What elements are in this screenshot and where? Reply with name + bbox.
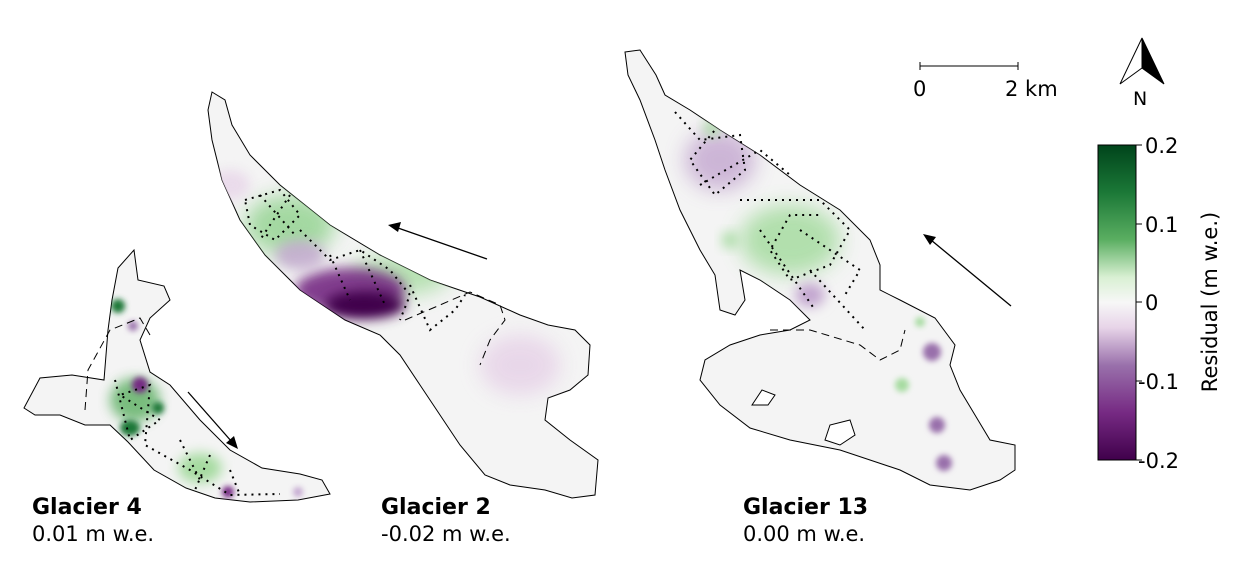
flow-arrow-glacier-4 — [187, 391, 238, 449]
glacier-13-map — [624, 49, 1016, 491]
colorbar: 0.2 0.1 0 -0.1 -0.2 Residual (m w.e.) — [1097, 134, 1222, 473]
colorbar-tick-label: -0.2 — [1138, 449, 1179, 473]
flow-arrow-glacier-2 — [388, 222, 488, 260]
colorbar-tick-label: 0 — [1145, 291, 1158, 315]
colorbar-tick-label: 0.1 — [1145, 213, 1178, 237]
glacier-4-value: 0.01 m w.e. — [32, 522, 155, 546]
colorbar-gradient — [1097, 144, 1137, 461]
glacier-13-label: Glacier 13 0.00 m w.e. — [743, 495, 868, 547]
glacier-4-name: Glacier 4 — [32, 495, 142, 520]
colorbar-tick-label: 0.2 — [1145, 134, 1178, 158]
glacier-2-label: Glacier 2 -0.02 m w.e. — [381, 495, 511, 547]
glacier-13-name: Glacier 13 — [743, 495, 869, 520]
glacier-13-value: 0.00 m w.e. — [743, 522, 866, 546]
colorbar-tick-label: -0.1 — [1138, 370, 1179, 394]
scalebar-end-label: 2 km — [1005, 77, 1058, 101]
flow-arrow-glacier-13 — [923, 234, 1012, 307]
scalebar-start-label: 0 — [913, 77, 926, 101]
glacier-4-label: Glacier 4 0.01 m w.e. — [32, 495, 154, 547]
north-arrow-label: N — [1133, 88, 1147, 110]
colorbar-title: Residual (m w.e.) — [1198, 212, 1222, 392]
glacier-2-value: -0.02 m w.e. — [381, 522, 511, 546]
scalebar: 0 2 km — [913, 62, 1058, 101]
glacier-2-name: Glacier 2 — [381, 495, 491, 520]
glacier-2-map — [207, 91, 599, 499]
north-arrow-icon: N — [1119, 37, 1165, 110]
glacier-4-map — [23, 248, 331, 503]
